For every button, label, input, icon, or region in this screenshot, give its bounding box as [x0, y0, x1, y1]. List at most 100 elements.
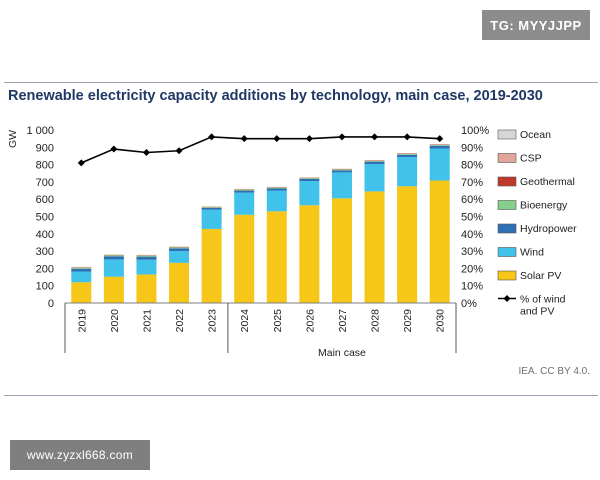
bar-wind [331, 172, 352, 199]
y-tick-label: 800 [36, 160, 54, 172]
legend-swatch [497, 270, 517, 281]
bar-wind [136, 259, 157, 275]
bar-solar-pv [364, 191, 385, 303]
bar-bioenergy [331, 169, 352, 171]
bar-bioenergy [103, 255, 124, 257]
bar-bioenergy [429, 144, 450, 146]
y-tick-label: 100 [36, 281, 54, 293]
y2-tick-label: 20% [461, 263, 483, 275]
line-marker [403, 133, 411, 141]
bar-wind [266, 190, 287, 212]
y2-tick-label: 60% [461, 194, 483, 206]
y-tick-label: 900 [36, 142, 54, 154]
bar-solar-pv [201, 228, 222, 303]
x-tick-label: 2029 [402, 309, 414, 333]
bar-wind [364, 164, 385, 192]
y2-tick-label: 40% [461, 229, 483, 241]
bar-solar-pv [136, 274, 157, 303]
y-tick-label: 300 [36, 246, 54, 258]
bar-wind [397, 157, 418, 187]
line-marker [305, 135, 313, 143]
x-tick-label: 2019 [76, 309, 88, 333]
legend-label: Geothermal [520, 176, 575, 188]
line-percent-wind-pv [80, 136, 440, 164]
bar-hydropower [234, 190, 255, 193]
legend-label: Ocean [520, 129, 551, 141]
legend-label: Wind [520, 247, 544, 259]
x-tick-label: 2028 [370, 309, 382, 333]
bar-wind [169, 251, 190, 263]
bar-hydropower [299, 178, 320, 182]
bar-bioenergy [397, 153, 418, 155]
y2-tick-label: 100% [461, 125, 489, 137]
bar-wind [429, 148, 450, 181]
bar-solar-pv [103, 276, 124, 303]
bar-hydropower [136, 256, 157, 260]
watermark-bottom-left: www.zyzxl668.com [10, 440, 150, 470]
bar-solar-pv [266, 211, 287, 303]
y-tick-label: 0 [48, 298, 54, 310]
y-tick-label: 200 [36, 263, 54, 275]
bar-wind [103, 259, 124, 277]
line-marker [77, 159, 85, 167]
bar-hydropower [169, 248, 190, 252]
bar-wind [299, 181, 320, 206]
legend-swatch [497, 247, 517, 257]
legend-label: Hydropower [520, 223, 577, 235]
y2-tick-label: 70% [461, 177, 483, 189]
y-tick-label: 700 [36, 177, 54, 189]
legend-swatch [497, 153, 517, 163]
line-marker [273, 135, 281, 143]
bar-bioenergy [234, 189, 255, 191]
y2-tick-label: 30% [461, 246, 483, 258]
line-marker [110, 145, 118, 153]
bar-solar-pv [169, 262, 190, 303]
bar-bioenergy [201, 207, 222, 208]
bar-bioenergy [364, 160, 385, 162]
bar-hydropower [266, 188, 287, 191]
bar-hydropower [71, 268, 92, 272]
line-marker [371, 133, 379, 141]
bottom-divider [4, 395, 598, 396]
y2-tick-label: 10% [461, 281, 483, 293]
bar-bioenergy [266, 187, 287, 189]
line-marker [175, 147, 183, 155]
bar-solar-pv [331, 198, 352, 303]
y2-tick-label: 80% [461, 160, 483, 172]
watermark-top-right: TG: MYYJJPP [482, 10, 590, 40]
x-tick-label: 2026 [304, 309, 316, 333]
y-tick-label: 400 [36, 229, 54, 241]
bar-bioenergy [71, 267, 92, 269]
line-marker [208, 133, 216, 141]
y-tick-label: 1 000 [26, 125, 54, 137]
y-tick-label: 500 [36, 212, 54, 224]
bar-solar-pv [299, 205, 320, 303]
y-axis-label: GW [7, 130, 19, 148]
bar-solar-pv [234, 214, 255, 303]
x-tick-label: 2024 [239, 309, 251, 333]
group-label-main-case: Main case [318, 347, 366, 359]
legend-swatch [497, 176, 517, 187]
source-credit: IEA. CC BY 4.0. [518, 366, 590, 377]
legend-label: Bioenergy [520, 200, 568, 212]
bar-hydropower [103, 256, 124, 260]
x-tick-label: 2023 [207, 309, 219, 333]
y2-tick-label: 0% [461, 298, 477, 310]
bar-solar-pv [71, 282, 92, 303]
legend-swatch [497, 223, 517, 234]
bar-hydropower [201, 207, 222, 210]
x-tick-label: 2027 [337, 309, 349, 333]
bar-bioenergy [169, 247, 190, 249]
bar-wind [234, 192, 255, 215]
x-tick-label: 2021 [141, 309, 153, 333]
bar-bioenergy [299, 178, 320, 179]
x-tick-label: 2020 [109, 309, 121, 333]
legend-label: Solar PV [520, 270, 561, 282]
bar-hydropower [331, 170, 352, 173]
chart-title: Renewable electricity capacity additions… [8, 88, 543, 104]
bar-solar-pv [397, 186, 418, 303]
bar-bioenergy [136, 255, 157, 257]
line-marker [142, 148, 150, 156]
bar-hydropower [397, 154, 418, 158]
